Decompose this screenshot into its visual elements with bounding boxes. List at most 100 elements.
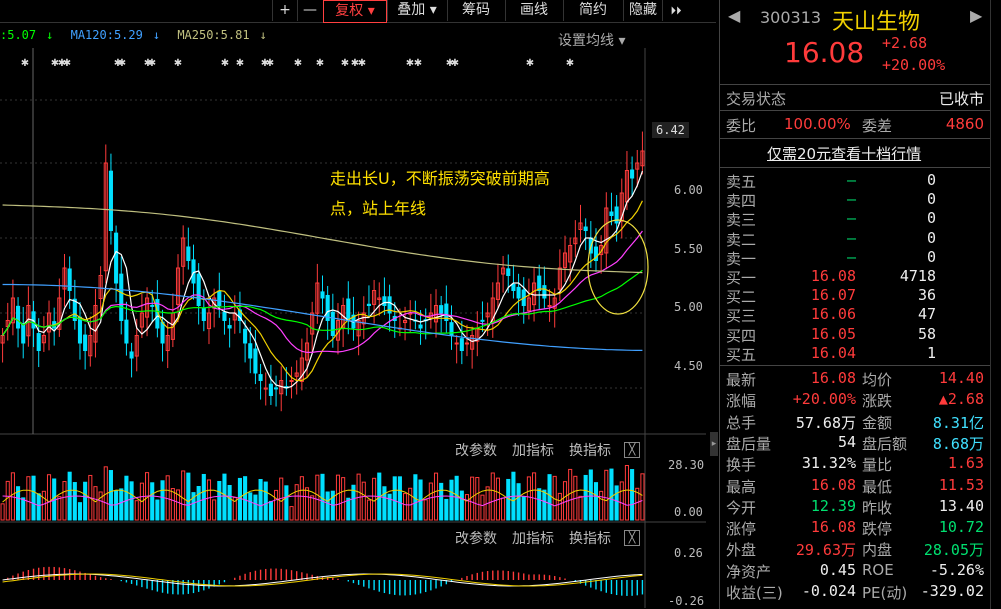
- volume-params-button[interactable]: 改参数: [455, 443, 497, 459]
- candle-body: [5, 320, 10, 328]
- candle-body: [201, 307, 206, 321]
- candle-body: [449, 322, 454, 336]
- hide-button[interactable]: 隐藏: [623, 0, 662, 21]
- ask-row[interactable]: 卖一 — 0: [720, 248, 990, 268]
- ma-setting-button[interactable]: 设置均线 ▾: [558, 30, 625, 50]
- macd-bars: [2, 566, 644, 596]
- stat-value: 16.08: [810, 369, 856, 387]
- ask-row[interactable]: 卖五 — 0: [720, 171, 990, 191]
- stat-row: 净资产 0.45 ROE -5.26%: [720, 561, 990, 581]
- ma120-line: [2, 283, 643, 351]
- macd-add-indicator-button[interactable]: 加指标: [512, 531, 554, 547]
- volume-bar: [341, 477, 346, 521]
- volume-bar: [532, 472, 537, 521]
- expand-icon[interactable]: ⏵⏵: [662, 0, 689, 21]
- bid-row[interactable]: 买三 16.06 47: [720, 305, 990, 325]
- bid-row[interactable]: 买四 16.05 58: [720, 325, 990, 345]
- close-icon[interactable]: ╳: [624, 442, 640, 458]
- bid-row[interactable]: 买一 16.08 4718: [720, 267, 990, 287]
- macd-params-button[interactable]: 改参数: [455, 531, 497, 547]
- stat-row: 涨幅 +20.00% 涨跌 ▲2.68: [720, 390, 990, 410]
- ask-row[interactable]: 卖四 — 0: [720, 190, 990, 211]
- overlay-button[interactable]: 叠加 ▾: [387, 0, 446, 21]
- volume-bar: [490, 472, 495, 521]
- candle-body: [41, 335, 46, 344]
- candle-body: [526, 297, 531, 312]
- stat-label: 最低: [862, 477, 893, 496]
- level-price: —: [846, 190, 856, 209]
- weibi-value: 100.00%: [784, 115, 851, 133]
- volume-bar: [439, 482, 444, 521]
- price-axis-label: 5.50: [674, 242, 703, 256]
- level2-promo-link[interactable]: 仅需20元查看十档行情: [767, 145, 922, 163]
- volume-bar: [181, 470, 186, 521]
- volume-bar: [119, 488, 124, 521]
- level-label: 卖一: [726, 249, 757, 268]
- stat-value: 8.31亿: [932, 413, 984, 432]
- candle-body: [557, 267, 562, 290]
- event-marker-icon: ✱: [341, 58, 349, 69]
- ask-row[interactable]: 卖二 — 0: [720, 229, 990, 249]
- candle-body: [511, 283, 516, 291]
- volume-bar: [16, 486, 21, 521]
- candle-body: [16, 305, 21, 329]
- candle-body: [593, 246, 599, 262]
- candle-body: [439, 305, 444, 314]
- panel-collapse-handle[interactable]: ▸: [710, 432, 718, 456]
- brief-button[interactable]: 简约: [563, 0, 622, 21]
- event-marker-icon: ✱: [266, 58, 274, 69]
- ask-row[interactable]: 卖三 — 0: [720, 209, 990, 229]
- volume-bar: [624, 465, 629, 521]
- event-marker-icon: ✱: [118, 58, 126, 69]
- divider: [720, 138, 990, 139]
- chips-button[interactable]: 筹码: [447, 0, 504, 21]
- volume-bar: [62, 481, 67, 521]
- level-label: 卖四: [726, 192, 757, 211]
- draw-line-button[interactable]: 画线: [505, 0, 562, 21]
- event-marker-icon: ✱: [63, 58, 71, 69]
- candle-body: [10, 297, 15, 324]
- bid-row[interactable]: 买二 16.07 36: [720, 286, 990, 306]
- stat-label: PE(动): [862, 584, 908, 602]
- candle-body: [578, 222, 583, 230]
- level-volume: 47: [917, 305, 936, 324]
- side-panel-edge: [990, 0, 1001, 609]
- stat-row: 外盘 29.63万 内盘 28.05万: [720, 539, 990, 559]
- restore-rights-label: 复权: [335, 3, 364, 19]
- zoom-in-button[interactable]: +: [272, 0, 297, 21]
- close-icon[interactable]: ╳: [624, 530, 640, 546]
- volume-add-indicator-button[interactable]: 加指标: [512, 443, 554, 459]
- chevron-down-icon: ▾: [429, 2, 437, 18]
- restore-rights-button[interactable]: 复权 ▾: [323, 0, 387, 23]
- level-volume: 0: [926, 171, 936, 189]
- candle-body: [403, 320, 408, 324]
- bid-row[interactable]: 买五 16.04 1: [720, 344, 990, 364]
- volume-bar: [83, 481, 88, 521]
- candle-body: [609, 211, 614, 217]
- event-marker-icon: ✱: [261, 58, 269, 69]
- stat-value: 14.40: [938, 369, 984, 387]
- stat-label: 内盘: [862, 541, 893, 560]
- next-stock-icon[interactable]: ▶: [970, 6, 983, 25]
- divider: [720, 365, 990, 366]
- candle-body: [114, 232, 119, 284]
- volume-bar: [557, 492, 562, 521]
- volume-bar: [542, 489, 547, 521]
- kline-chart[interactable]: ✱ ✱✱✱ ✱✱ ✱✱ ✱ ✱ ✱ ✱✱ ✱ ✱ ✱ ✱✱ ✱ ✱ ✱✱ ✱ ✱: [0, 48, 706, 608]
- event-marker-icon: ✱: [406, 58, 414, 69]
- ma-legend: :5.07 ↓ MA120:5.29 ↓ MA250:5.81 ↓: [0, 28, 640, 48]
- stat-value: 1.63: [947, 454, 984, 473]
- macd-switch-indicator-button[interactable]: 换指标: [569, 531, 611, 547]
- level-price: —: [846, 209, 856, 228]
- volume-bar: [593, 482, 599, 521]
- dif-line: [2, 573, 643, 587]
- zoom-out-button[interactable]: —: [297, 0, 322, 21]
- event-marker-icon: ✱: [414, 58, 422, 69]
- candle-body: [129, 351, 134, 359]
- volume-switch-indicator-button[interactable]: 换指标: [569, 443, 611, 459]
- candle-body: [160, 321, 165, 344]
- stat-label: 涨跌: [862, 392, 893, 411]
- stat-label: 均价: [862, 371, 893, 389]
- stat-row: 换手 31.32% 量比 1.63: [720, 454, 990, 474]
- prev-stock-icon[interactable]: ◀: [728, 6, 741, 25]
